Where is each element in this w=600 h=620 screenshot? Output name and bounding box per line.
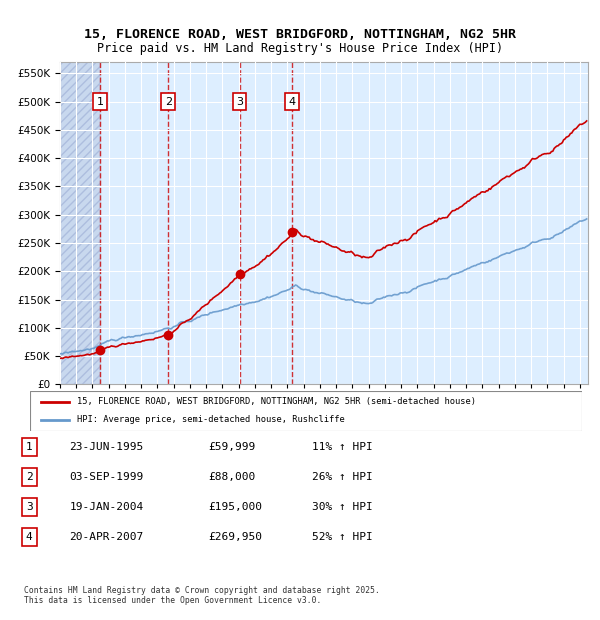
Text: 30% ↑ HPI: 30% ↑ HPI xyxy=(311,502,372,512)
Text: HPI: Average price, semi-detached house, Rushcliffe: HPI: Average price, semi-detached house,… xyxy=(77,415,344,424)
Text: 3: 3 xyxy=(26,502,32,512)
Text: £195,000: £195,000 xyxy=(208,502,262,512)
Text: Contains HM Land Registry data © Crown copyright and database right 2025.
This d: Contains HM Land Registry data © Crown c… xyxy=(24,586,380,605)
Text: 4: 4 xyxy=(289,97,296,107)
Text: 19-JAN-2004: 19-JAN-2004 xyxy=(70,502,144,512)
Text: £269,950: £269,950 xyxy=(208,532,262,542)
Text: 1: 1 xyxy=(26,442,32,452)
Text: 03-SEP-1999: 03-SEP-1999 xyxy=(70,472,144,482)
Text: £88,000: £88,000 xyxy=(208,472,255,482)
Text: £59,999: £59,999 xyxy=(208,442,255,452)
Text: 2: 2 xyxy=(26,472,32,482)
Text: 2: 2 xyxy=(165,97,172,107)
Text: 23-JUN-1995: 23-JUN-1995 xyxy=(70,442,144,452)
Text: 15, FLORENCE ROAD, WEST BRIDGFORD, NOTTINGHAM, NG2 5HR (semi-detached house): 15, FLORENCE ROAD, WEST BRIDGFORD, NOTTI… xyxy=(77,397,476,406)
Text: 26% ↑ HPI: 26% ↑ HPI xyxy=(311,472,372,482)
Text: 11% ↑ HPI: 11% ↑ HPI xyxy=(311,442,372,452)
Text: 3: 3 xyxy=(236,97,243,107)
Text: 15, FLORENCE ROAD, WEST BRIDGFORD, NOTTINGHAM, NG2 5HR: 15, FLORENCE ROAD, WEST BRIDGFORD, NOTTI… xyxy=(84,28,516,41)
Bar xyxy=(60,62,100,384)
Text: Price paid vs. HM Land Registry's House Price Index (HPI): Price paid vs. HM Land Registry's House … xyxy=(97,42,503,55)
Text: 1: 1 xyxy=(97,97,104,107)
Text: 20-APR-2007: 20-APR-2007 xyxy=(70,532,144,542)
Text: 4: 4 xyxy=(26,532,32,542)
Text: 52% ↑ HPI: 52% ↑ HPI xyxy=(311,532,372,542)
FancyBboxPatch shape xyxy=(30,391,582,431)
